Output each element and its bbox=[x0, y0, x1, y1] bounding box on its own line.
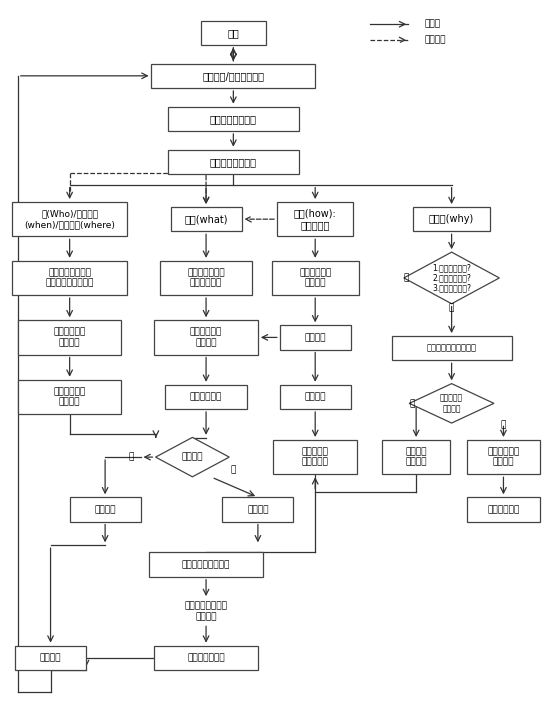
Text: 两实体之间
因果关系: 两实体之间 因果关系 bbox=[440, 394, 463, 413]
FancyBboxPatch shape bbox=[165, 385, 247, 409]
Text: 1.满足时间顺序?
2.存在必然联系?
3.满足密尔逻辑?: 1.满足时间顺序? 2.存在必然联系? 3.满足密尔逻辑? bbox=[432, 263, 471, 293]
FancyBboxPatch shape bbox=[413, 207, 490, 231]
FancyBboxPatch shape bbox=[151, 64, 315, 88]
Text: 否: 否 bbox=[409, 399, 415, 408]
Text: 若正确度大于等于
设定阈值: 若正确度大于等于 设定阈值 bbox=[184, 602, 228, 621]
FancyBboxPatch shape bbox=[280, 385, 351, 409]
Text: 图数据库查询
语句映射: 图数据库查询 语句映射 bbox=[54, 387, 86, 407]
Text: 问题转换: 问题转换 bbox=[424, 36, 446, 44]
FancyBboxPatch shape bbox=[168, 107, 299, 131]
FancyBboxPatch shape bbox=[273, 440, 357, 474]
Polygon shape bbox=[404, 252, 499, 304]
Text: 训练数据集得出
实体分类规则: 训练数据集得出 实体分类规则 bbox=[187, 268, 225, 288]
FancyBboxPatch shape bbox=[223, 497, 294, 521]
FancyBboxPatch shape bbox=[168, 149, 299, 174]
Text: 谁(Who)/什么时候
(when)/什么地点(where): 谁(Who)/什么时候 (when)/什么地点(where) bbox=[24, 210, 115, 229]
FancyBboxPatch shape bbox=[18, 380, 121, 414]
Polygon shape bbox=[409, 384, 494, 423]
Text: 什么(what): 什么(what) bbox=[184, 214, 228, 224]
Text: 为什么(why): 为什么(why) bbox=[429, 214, 474, 224]
Text: 转到信息图谱
进行查询: 转到信息图谱 进行查询 bbox=[190, 328, 222, 347]
Text: 否: 否 bbox=[404, 273, 409, 283]
Text: 找到答案: 找到答案 bbox=[182, 452, 203, 462]
Text: 查找实体: 查找实体 bbox=[305, 333, 326, 342]
FancyBboxPatch shape bbox=[149, 552, 263, 577]
Text: 用户: 用户 bbox=[228, 28, 239, 38]
FancyBboxPatch shape bbox=[18, 320, 121, 355]
FancyBboxPatch shape bbox=[70, 497, 141, 521]
FancyBboxPatch shape bbox=[277, 202, 353, 236]
Text: 如何(how):
序列性问题: 如何(how): 序列性问题 bbox=[294, 208, 337, 230]
FancyBboxPatch shape bbox=[12, 261, 127, 295]
Text: 信息推理: 信息推理 bbox=[247, 505, 269, 514]
Polygon shape bbox=[156, 437, 229, 477]
Text: 输出相邻实
体与关键词: 输出相邻实 体与关键词 bbox=[302, 447, 329, 467]
FancyBboxPatch shape bbox=[160, 261, 253, 295]
Text: 文本查询/答案输出接口: 文本查询/答案输出接口 bbox=[202, 71, 264, 80]
Text: 转到知识图谱
进行查询: 转到知识图谱 进行查询 bbox=[299, 268, 331, 288]
Text: 答案生成: 答案生成 bbox=[40, 653, 61, 662]
FancyBboxPatch shape bbox=[466, 440, 540, 474]
Text: 语义扩展: 语义扩展 bbox=[94, 505, 116, 514]
FancyBboxPatch shape bbox=[154, 320, 258, 355]
Text: 否: 否 bbox=[230, 465, 236, 474]
FancyBboxPatch shape bbox=[280, 326, 351, 349]
Text: 是: 是 bbox=[449, 304, 454, 312]
Text: 问题基本模式划分: 问题基本模式划分 bbox=[210, 157, 257, 167]
FancyBboxPatch shape bbox=[392, 336, 512, 360]
Text: 转到智慧图谱进行查询: 转到智慧图谱进行查询 bbox=[427, 344, 476, 352]
FancyBboxPatch shape bbox=[271, 261, 359, 295]
FancyBboxPatch shape bbox=[382, 440, 450, 474]
FancyBboxPatch shape bbox=[15, 645, 86, 670]
Text: 自然语言文本问题: 自然语言文本问题 bbox=[210, 114, 257, 124]
Text: 计算推理结果正确度: 计算推理结果正确度 bbox=[182, 560, 230, 569]
Text: 控制流: 控制流 bbox=[424, 20, 440, 29]
FancyBboxPatch shape bbox=[12, 202, 127, 236]
FancyBboxPatch shape bbox=[466, 497, 540, 521]
Text: 设定迭代
询问次数: 设定迭代 询问次数 bbox=[406, 447, 427, 467]
Text: 是: 是 bbox=[501, 420, 506, 429]
Text: 是: 是 bbox=[129, 452, 134, 462]
FancyBboxPatch shape bbox=[201, 20, 266, 45]
Text: 因果关系查询: 因果关系查询 bbox=[488, 505, 520, 514]
FancyBboxPatch shape bbox=[154, 645, 258, 670]
Text: 创建新实体关系: 创建新实体关系 bbox=[187, 653, 225, 662]
Text: 遍历两实体间
所有路径: 遍历两实体间 所有路径 bbox=[488, 447, 520, 467]
Text: 摘出三元组（疑问
词，关系词，实体）: 摘出三元组（疑问 词，关系词，实体） bbox=[45, 268, 94, 288]
Text: 路径查询: 路径查询 bbox=[305, 392, 326, 402]
FancyBboxPatch shape bbox=[171, 207, 242, 231]
Text: 转到数据图谱
进行查询: 转到数据图谱 进行查询 bbox=[54, 328, 86, 347]
Text: 实体属性匹配: 实体属性匹配 bbox=[190, 392, 222, 402]
